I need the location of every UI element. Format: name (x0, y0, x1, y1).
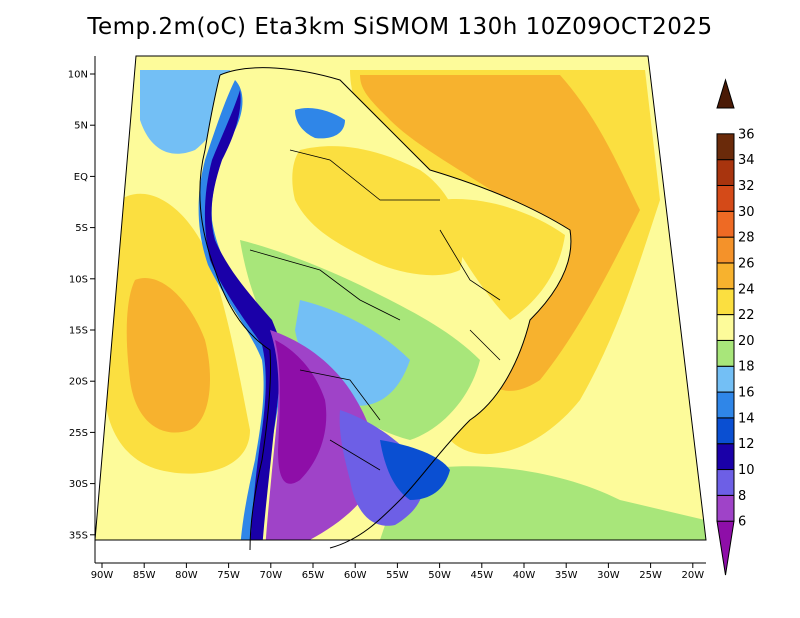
lon-label: 30W (597, 570, 620, 581)
lon-label: 75W (217, 570, 240, 581)
lat-label: 30S (69, 479, 88, 490)
lon-label: 50W (428, 570, 451, 581)
amazon-warm-area (292, 146, 463, 276)
colorbar-label: 24 (738, 282, 755, 297)
colorbar-label: 8 (738, 489, 746, 504)
colorbar-box (716, 314, 735, 341)
colorbar-label: 14 (738, 411, 755, 426)
pacific-hot-region (126, 278, 210, 433)
colorbar-label: 34 (738, 153, 755, 168)
colorbar-min-triangle (716, 520, 735, 576)
colorbar-label: 30 (738, 205, 755, 220)
colorbar-box (716, 391, 735, 419)
colorbar-label: 26 (738, 256, 755, 271)
colorbar-box (716, 339, 735, 367)
lat-label: 20S (69, 377, 88, 388)
lat-label: EQ (74, 172, 88, 183)
venezuela-cool (295, 108, 345, 139)
latitude-labels: 10N 5N EQ 5S 10S 15S 20S 25S 30S 35S (68, 70, 95, 541)
longitude-labels: 90W 85W 80W 75W 70W 65W 60W 55W 50W 45W 40W 35W 30W 2… (91, 563, 704, 581)
colorbar-box (716, 262, 735, 290)
lon-label: 80W (175, 570, 198, 581)
map-title: Temp.2m(oC) Eta3km SiSMOM 130h 10Z09OCT2… (87, 14, 713, 40)
colorbar-label: 16 (738, 386, 755, 401)
colorbar-box (716, 443, 735, 471)
colorbar-box (716, 469, 735, 496)
southern-very-cold (275, 340, 327, 484)
atlantic-hot-region (360, 75, 640, 391)
colorbar-label: 20 (738, 334, 755, 349)
northeast-warm-area (440, 199, 565, 320)
colorbar-box (716, 210, 735, 238)
colorbar-box (716, 133, 735, 161)
lat-label: 25S (69, 428, 88, 439)
colorbar-label: 36 (738, 127, 755, 142)
colorbar-label: 18 (738, 360, 755, 375)
lon-label: 35W (555, 570, 578, 581)
lon-label: 65W (302, 570, 325, 581)
map-frame (94, 55, 707, 541)
lon-label: 25W (639, 570, 662, 581)
southern-atlantic-cool (380, 466, 706, 540)
lon-label: 55W (386, 570, 409, 581)
colorbar-box (716, 159, 735, 186)
lon-label: 60W (344, 570, 367, 581)
lat-label: 10N (68, 70, 88, 81)
lat-label: 15S (69, 326, 88, 337)
lat-label: 10S (69, 274, 88, 285)
colorbar-box (716, 236, 735, 264)
west-coastline (199, 74, 272, 551)
andes-cold-core (204, 90, 281, 540)
colorbar-box (716, 288, 735, 316)
colorbar: 6 8 10 12 14 16 18 20 22 24 26 28 30 32 34 36 (716, 78, 755, 576)
colorbar-label: 12 (738, 437, 755, 452)
lon-label: 45W (470, 570, 493, 581)
colorbar-label: 22 (738, 308, 755, 323)
south-brazil-cool (380, 440, 450, 500)
lat-label: 5S (75, 223, 88, 234)
lat-label: 5N (74, 121, 88, 132)
colorbar-box (716, 494, 735, 522)
colorbar-label: 32 (738, 179, 755, 194)
map-field (95, 56, 706, 540)
coastline (219, 67, 572, 549)
lon-label: 40W (513, 570, 536, 581)
colorbar-box (716, 365, 735, 393)
country-borders (249, 149, 501, 471)
colorbar-label: 28 (738, 231, 755, 246)
lon-label: 90W (91, 570, 114, 581)
lat-label: 35S (69, 530, 88, 541)
colorbar-box (716, 184, 735, 212)
colorbar-box (716, 417, 735, 445)
lon-label: 20W (681, 570, 704, 581)
lon-label: 70W (259, 570, 282, 581)
colorbar-label: 6 (738, 515, 746, 530)
colorbar-max-triangle (716, 78, 735, 109)
colorbar-label: 10 (738, 463, 755, 478)
lon-label: 85W (133, 570, 156, 581)
